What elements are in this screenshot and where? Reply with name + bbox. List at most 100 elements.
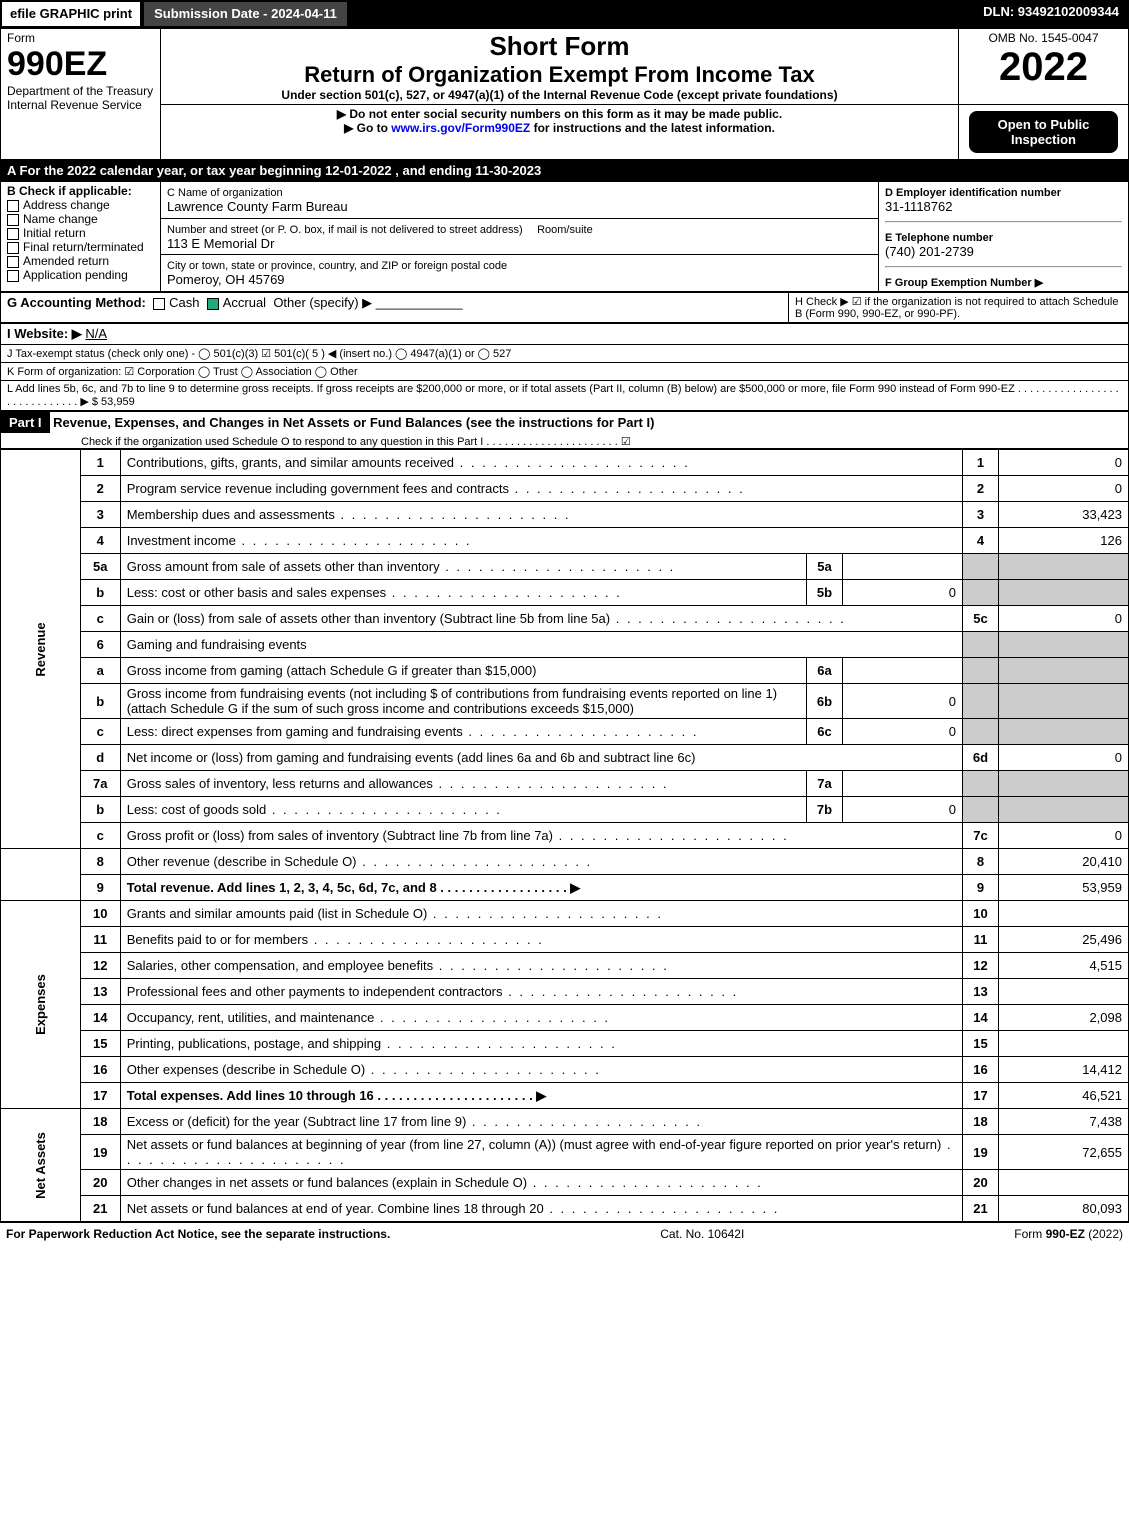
revenue-side-label: Revenue xyxy=(33,616,48,683)
line-20-desc: Other changes in net assets or fund bala… xyxy=(127,1175,763,1190)
line-8-num: 8 xyxy=(80,849,120,875)
city-label: City or town, state or province, country… xyxy=(167,260,507,272)
line-3-num: 3 xyxy=(80,502,120,528)
form-title-long: Return of Organization Exempt From Incom… xyxy=(167,62,952,88)
line-5b-num: b xyxy=(80,580,120,606)
line-18-desc: Excess or (deficit) for the year (Subtra… xyxy=(127,1114,702,1129)
checkbox-accrual[interactable] xyxy=(207,298,219,310)
line-6-num: 6 xyxy=(80,632,120,658)
line-8-desc: Other revenue (describe in Schedule O) xyxy=(127,854,593,869)
line-5a-sv xyxy=(843,554,963,580)
line-6c-num: c xyxy=(80,719,120,745)
line-5b-sub: 5b xyxy=(807,580,843,606)
line-17-num: 17 xyxy=(80,1083,120,1109)
line-6d-desc: Net income or (loss) from gaming and fun… xyxy=(120,745,962,771)
line-6d-val: 0 xyxy=(999,745,1129,771)
opt-amended-return: Amended return xyxy=(23,254,109,268)
opt-address-change: Address change xyxy=(23,198,110,212)
form-header: Form 990EZ Department of the Treasury In… xyxy=(0,28,1129,160)
checkbox-address-change[interactable] xyxy=(7,200,19,212)
part1-check: Check if the organization used Schedule … xyxy=(1,436,631,448)
line-13-desc: Professional fees and other payments to … xyxy=(127,984,739,999)
line-15-val xyxy=(999,1031,1129,1057)
line-1-val: 0 xyxy=(999,450,1129,476)
checkbox-application-pending[interactable] xyxy=(7,270,19,282)
line-4-num: 4 xyxy=(80,528,120,554)
line-20-num: 20 xyxy=(80,1170,120,1196)
part1-title: Revenue, Expenses, and Changes in Net As… xyxy=(53,415,654,430)
form-number: 990EZ xyxy=(7,45,154,84)
line-2-val: 0 xyxy=(999,476,1129,502)
line-18-box: 18 xyxy=(963,1109,999,1135)
line-7c-desc: Gross profit or (loss) from sales of inv… xyxy=(127,828,789,843)
lines-table: Revenue 1 Contributions, gifts, grants, … xyxy=(0,449,1129,1222)
efile-print-button[interactable]: efile GRAPHIC print xyxy=(0,0,142,28)
line-5c-box: 5c xyxy=(963,606,999,632)
other-label: Other (specify) ▶ xyxy=(273,295,372,310)
checkbox-final-return[interactable] xyxy=(7,242,19,254)
line-1-desc: Contributions, gifts, grants, and simila… xyxy=(127,455,690,470)
line-18-val: 7,438 xyxy=(999,1109,1129,1135)
line-9-desc: Total revenue. Add lines 1, 2, 3, 4, 5c,… xyxy=(127,880,581,895)
line-9-num: 9 xyxy=(80,875,120,901)
line-7a-sub: 7a xyxy=(807,771,843,797)
line-6b-num: b xyxy=(80,684,120,719)
line-12-val: 4,515 xyxy=(999,953,1129,979)
line-6c-sub: 6c xyxy=(807,719,843,745)
g-label: G Accounting Method: xyxy=(7,295,146,310)
section-j: J Tax-exempt status (check only one) - ◯… xyxy=(1,345,1129,363)
line-12-num: 12 xyxy=(80,953,120,979)
line-19-box: 19 xyxy=(963,1135,999,1170)
line-19-val: 72,655 xyxy=(999,1135,1129,1170)
line-6d-box: 6d xyxy=(963,745,999,771)
room-label: Room/suite xyxy=(537,224,593,236)
checkbox-name-change[interactable] xyxy=(7,214,19,226)
dept: Department of the Treasury Internal Reve… xyxy=(7,84,154,112)
checkbox-amended-return[interactable] xyxy=(7,256,19,268)
line-10-num: 10 xyxy=(80,901,120,927)
line-12-box: 12 xyxy=(963,953,999,979)
line-20-box: 20 xyxy=(963,1170,999,1196)
line-6c-desc: Less: direct expenses from gaming and fu… xyxy=(127,724,699,739)
line-15-num: 15 xyxy=(80,1031,120,1057)
line-21-desc: Net assets or fund balances at end of ye… xyxy=(127,1201,780,1216)
line-6a-sub: 6a xyxy=(807,658,843,684)
line-11-box: 11 xyxy=(963,927,999,953)
addr-label: Number and street (or P. O. box, if mail… xyxy=(167,224,523,236)
irs-link[interactable]: www.irs.gov/Form990EZ xyxy=(391,121,530,135)
line-2-desc: Program service revenue including govern… xyxy=(127,481,745,496)
phone: (740) 201-2739 xyxy=(885,244,974,259)
line-5b-sv: 0 xyxy=(843,580,963,606)
line-21-num: 21 xyxy=(80,1196,120,1222)
checkbox-cash[interactable] xyxy=(153,298,165,310)
cash-label: Cash xyxy=(169,295,199,310)
line-9-val: 53,959 xyxy=(999,875,1129,901)
checkbox-initial-return[interactable] xyxy=(7,228,19,240)
instr-link: ▶ Go to www.irs.gov/Form990EZ for instru… xyxy=(167,121,952,135)
line-7c-val: 0 xyxy=(999,823,1129,849)
line-1-num: 1 xyxy=(80,450,120,476)
netassets-side-label: Net Assets xyxy=(33,1132,48,1199)
line-5c-val: 0 xyxy=(999,606,1129,632)
line-16-desc: Other expenses (describe in Schedule O) xyxy=(127,1062,601,1077)
line-16-num: 16 xyxy=(80,1057,120,1083)
opt-name-change: Name change xyxy=(23,212,98,226)
line-21-val: 80,093 xyxy=(999,1196,1129,1222)
submission-date: Submission Date - 2024-04-11 xyxy=(142,0,349,28)
line-6b-sv: 0 xyxy=(843,684,963,719)
i-label: I Website: ▶ xyxy=(7,326,82,341)
line-10-val xyxy=(999,901,1129,927)
line-21-box: 21 xyxy=(963,1196,999,1222)
line-8-box: 8 xyxy=(963,849,999,875)
line-2-box: 2 xyxy=(963,476,999,502)
line-14-num: 14 xyxy=(80,1005,120,1031)
opt-application-pending: Application pending xyxy=(23,268,128,282)
line-5a-sub: 5a xyxy=(807,554,843,580)
line-6-desc: Gaming and fundraising events xyxy=(120,632,962,658)
line-11-val: 25,496 xyxy=(999,927,1129,953)
form-title-short: Short Form xyxy=(167,31,952,62)
e-label: E Telephone number xyxy=(885,232,993,244)
line-14-val: 2,098 xyxy=(999,1005,1129,1031)
line-10-box: 10 xyxy=(963,901,999,927)
line-6d-num: d xyxy=(80,745,120,771)
